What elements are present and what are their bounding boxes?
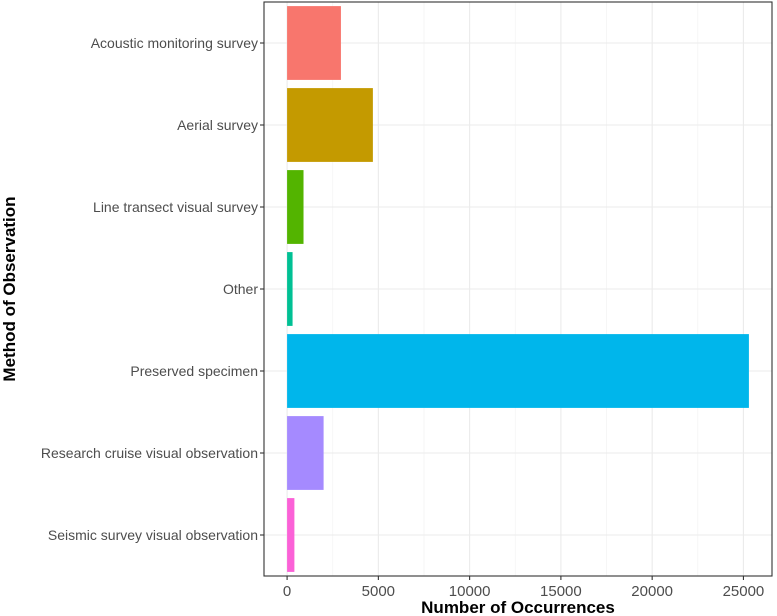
y-tick-label: Line transect visual survey — [93, 199, 258, 215]
bar-aerial-survey — [287, 88, 373, 162]
y-tick-label: Aerial survey — [177, 117, 258, 133]
x-tick-label: 25000 — [723, 583, 765, 600]
x-tick-label: 0 — [283, 583, 291, 600]
y-tick-label: Preserved specimen — [130, 363, 258, 379]
x-tick-label: 15000 — [540, 583, 582, 600]
bar-other — [287, 252, 293, 326]
bar-research-cruise-visual-observation — [287, 416, 324, 490]
bar-line-transect-visual-survey — [287, 170, 304, 244]
x-axis-title: Number of Occurrences — [421, 598, 615, 616]
bar-acoustic-monitoring-survey — [287, 6, 341, 80]
y-tick-label: Seismic survey visual observation — [48, 527, 258, 543]
bars — [287, 6, 749, 572]
x-tick-label: 20000 — [631, 583, 673, 600]
y-tick-label: Research cruise visual observation — [41, 445, 258, 461]
y-tick-label: Other — [223, 281, 258, 297]
bar-preserved-specimen — [287, 334, 749, 408]
x-tick-label: 5000 — [362, 583, 395, 600]
bar-seismic-survey-visual-observation — [287, 498, 295, 572]
y-tick-label: Acoustic monitoring survey — [91, 35, 258, 51]
y-axis: Acoustic monitoring survey Aerial survey L… — [41, 35, 264, 543]
x-tick-label: 10000 — [449, 583, 491, 600]
y-axis-title: Method of Observation — [0, 196, 19, 381]
x-axis: 0 5000 10000 15000 20000 25000 — [283, 576, 764, 600]
